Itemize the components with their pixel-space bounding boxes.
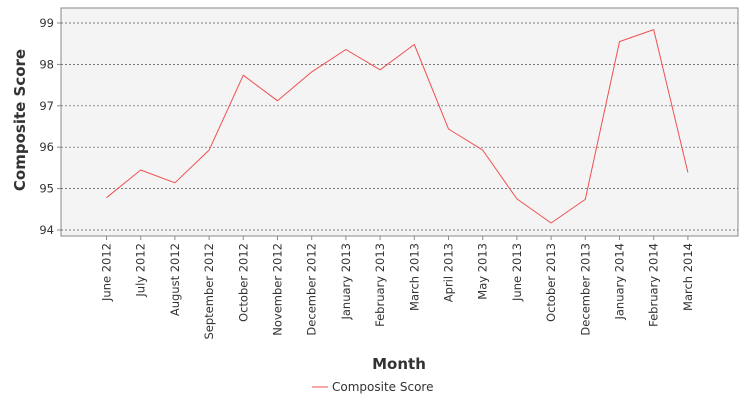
legend: Composite Score bbox=[312, 380, 433, 394]
series-line-composite-score bbox=[106, 29, 689, 224]
x-tick-label: February 2014 bbox=[647, 243, 661, 327]
x-tick-label: February 2013 bbox=[373, 243, 387, 327]
data-point bbox=[448, 128, 450, 130]
data-point bbox=[208, 149, 210, 151]
y-axis-title: Composite Score bbox=[11, 49, 29, 191]
data-point bbox=[140, 169, 142, 171]
x-tick-label: March 2014 bbox=[681, 243, 695, 311]
plot-background bbox=[60, 7, 739, 237]
legend-label: Composite Score bbox=[332, 380, 433, 394]
x-tick-label: October 2012 bbox=[236, 243, 250, 322]
data-point bbox=[687, 171, 689, 173]
x-axis-ticks: June 2012 July 2012 August 2012 September 2… bbox=[100, 236, 695, 340]
x-tick-label: August 2012 bbox=[168, 243, 182, 316]
y-axis-ticks: 94 95 96 97 98 99 bbox=[39, 16, 61, 237]
x-tick-label: December 2012 bbox=[305, 243, 319, 336]
x-tick-label: May 2013 bbox=[476, 243, 490, 300]
y-tick-label: 95 bbox=[39, 182, 54, 196]
data-point bbox=[584, 198, 586, 200]
x-tick-label: July 2012 bbox=[134, 243, 148, 298]
x-tick-label: January 2013 bbox=[339, 243, 353, 321]
data-point bbox=[619, 41, 621, 43]
gridlines bbox=[61, 22, 738, 231]
data-point bbox=[277, 100, 279, 102]
y-tick-label: 97 bbox=[39, 99, 54, 113]
y-tick-label: 96 bbox=[39, 140, 54, 154]
y-tick-label: 94 bbox=[39, 223, 54, 237]
data-point bbox=[653, 29, 655, 31]
x-tick-label: June 2013 bbox=[510, 243, 524, 302]
data-point bbox=[174, 182, 176, 184]
x-tick-label: October 2013 bbox=[544, 243, 558, 322]
x-tick-label: January 2014 bbox=[613, 243, 627, 321]
x-tick-label: June 2012 bbox=[100, 243, 114, 302]
x-axis-title: Month bbox=[372, 355, 426, 373]
data-point bbox=[345, 48, 347, 50]
data-point bbox=[482, 149, 484, 151]
data-point bbox=[311, 71, 313, 73]
y-tick-label: 98 bbox=[39, 57, 54, 71]
data-point bbox=[106, 197, 108, 199]
data-point bbox=[516, 198, 518, 200]
x-tick-label: November 2012 bbox=[271, 243, 285, 336]
y-tick-label: 99 bbox=[39, 16, 54, 30]
data-point bbox=[413, 44, 415, 46]
data-point bbox=[550, 222, 552, 224]
data-point bbox=[242, 74, 244, 76]
series-layer bbox=[106, 29, 689, 224]
x-tick-label: March 2013 bbox=[407, 243, 421, 311]
x-tick-label: September 2012 bbox=[202, 243, 216, 340]
x-tick-label: April 2013 bbox=[442, 243, 456, 302]
x-tick-label: December 2013 bbox=[578, 243, 592, 336]
data-point bbox=[379, 69, 381, 71]
